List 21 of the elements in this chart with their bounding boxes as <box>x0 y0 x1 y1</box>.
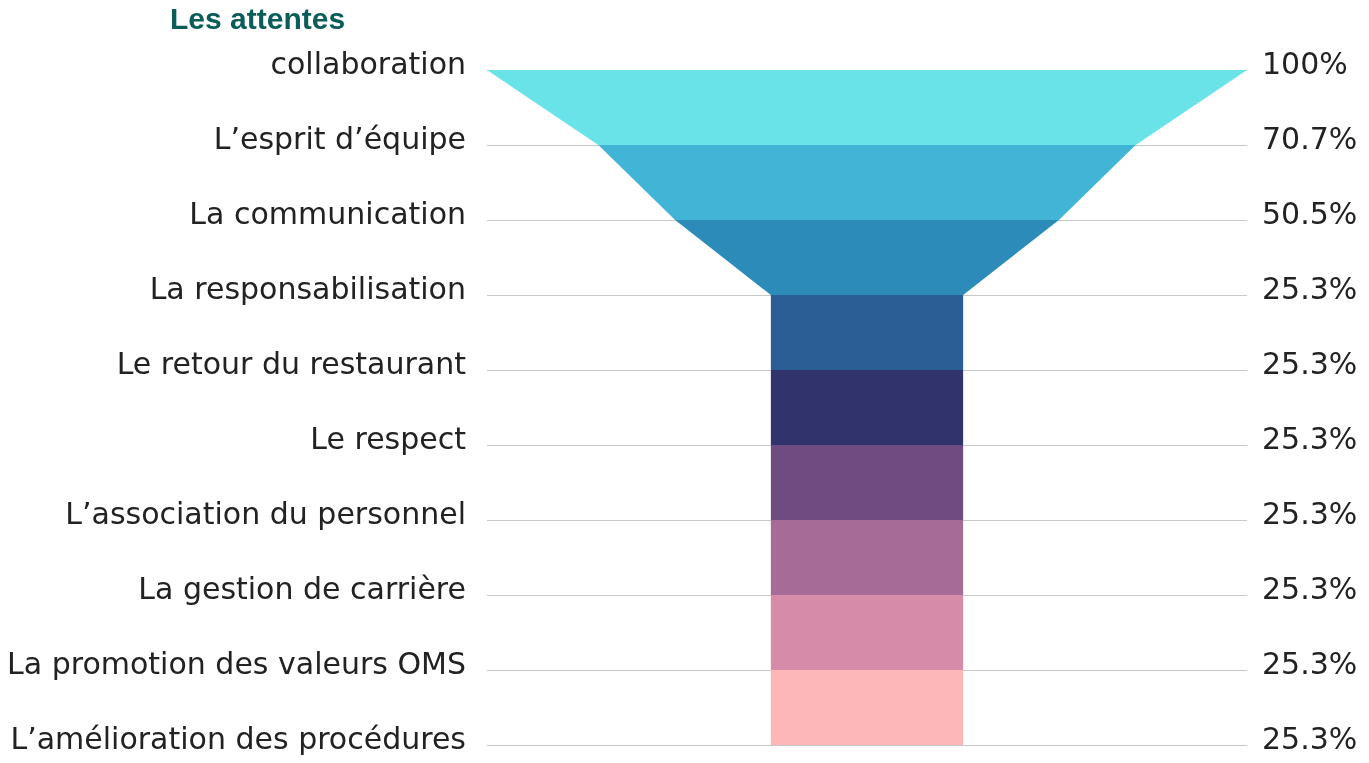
text: Les attentes <box>170 2 346 36</box>
category-label: L’association du personnel <box>65 495 466 531</box>
data-label: 25.3% <box>1262 645 1358 681</box>
data-label: 25.3% <box>1262 570 1358 606</box>
category-label: L’esprit d’équipe <box>213 120 466 156</box>
category-label: La promotion des valeurs OMS <box>7 645 466 681</box>
data-label: 25.3% <box>1262 345 1358 381</box>
data-label: 25.3% <box>1262 720 1358 756</box>
data-label: 25.3% <box>1262 420 1358 456</box>
data-label: 70.7% <box>1262 120 1358 156</box>
category-label: Le retour du restaurant <box>116 345 467 381</box>
data-label: 50.5% <box>1262 195 1358 231</box>
category-label: Le respect <box>310 420 467 456</box>
category-label: La gestion de carrière <box>138 570 466 606</box>
data-label: 25.3% <box>1262 495 1358 531</box>
category-label: La communication <box>189 195 466 231</box>
data-label: 25.3% <box>1262 270 1358 306</box>
data-label: 100% <box>1262 45 1348 81</box>
category-label: collaboration <box>270 45 466 81</box>
category-label: L’amélioration des procédures <box>10 720 466 756</box>
category-label: La responsabilisation <box>149 270 466 306</box>
